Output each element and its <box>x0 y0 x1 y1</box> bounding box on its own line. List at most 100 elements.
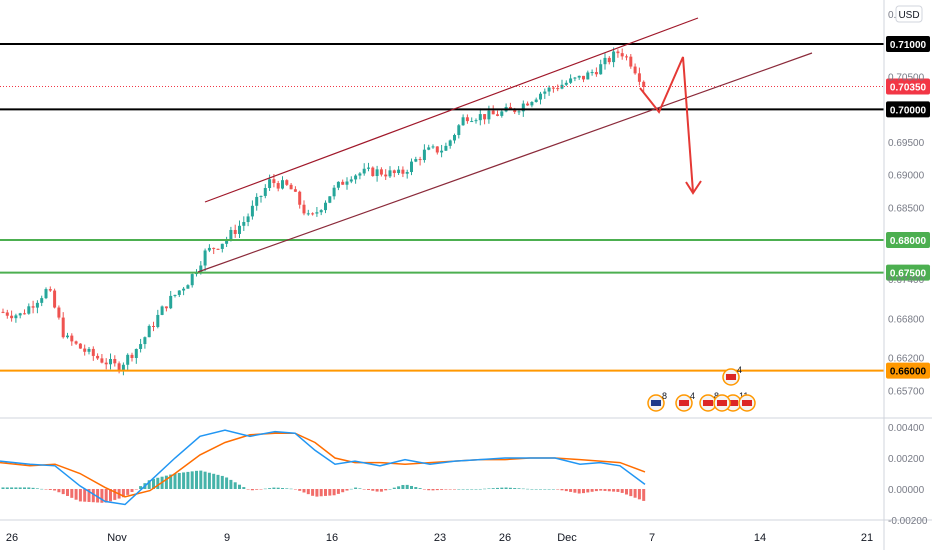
candle-body <box>139 344 143 349</box>
candle-body <box>371 167 375 177</box>
candle-102 <box>440 144 444 158</box>
candle-36 <box>156 309 160 329</box>
candle-body <box>203 250 207 266</box>
macd-histogram-bar <box>564 489 568 492</box>
candle-body <box>242 222 246 226</box>
price-tag-label-level-0.66000: 0.66000 <box>890 367 927 378</box>
candle-body <box>629 56 633 67</box>
macd-histogram-bar <box>66 489 69 496</box>
macd-histogram-bar <box>319 489 323 497</box>
candle-body <box>182 288 186 291</box>
candle-68 <box>293 186 297 192</box>
candle-54 <box>233 224 237 238</box>
candle-81 <box>349 176 353 184</box>
macd-histogram-bar <box>238 484 241 489</box>
candle-72 <box>311 212 315 216</box>
price-tag-label-level-0.68000: 0.68000 <box>890 236 927 247</box>
macd-histogram-bar <box>422 489 426 490</box>
price-tag-level-0.68000 <box>886 232 930 248</box>
event-badge-2[interactable]: 4 <box>675 391 695 412</box>
candle-107 <box>461 114 465 126</box>
macd-histogram-bar <box>401 485 405 489</box>
price-tag-level-0.66000 <box>886 362 930 379</box>
macd-histogram-bar <box>573 489 577 493</box>
candle-body <box>255 196 259 206</box>
candle-67 <box>289 182 293 190</box>
candle-body <box>53 290 57 308</box>
candle-69 <box>298 190 302 209</box>
candle-body <box>74 341 78 344</box>
macd-histogram-bar <box>332 489 336 496</box>
macd-histogram-bar <box>379 489 383 492</box>
candle-body <box>48 289 52 291</box>
candle-body <box>23 313 26 315</box>
macd-tick-label: 0.00400 <box>888 423 925 434</box>
candle-124 <box>534 97 538 103</box>
macd-histogram-bar <box>508 487 512 489</box>
candle-23 <box>100 354 104 364</box>
candle-body <box>14 315 18 319</box>
candle-111 <box>478 108 482 126</box>
macd-histogram-bar <box>203 471 207 489</box>
currency-button[interactable]: USD <box>895 5 923 23</box>
macd-histogram-bar <box>560 489 564 491</box>
candle-132 <box>569 74 573 84</box>
event-badge-extra-0[interactable] <box>738 394 756 412</box>
macd-histogram-bar <box>177 472 181 489</box>
candle-39 <box>169 290 173 310</box>
candle-body <box>569 78 573 83</box>
candle-body <box>474 120 478 122</box>
candle-91 <box>392 169 396 178</box>
candle-96 <box>414 156 418 163</box>
price-tick-label: 0.67400 <box>888 275 925 286</box>
flag-icon-fill <box>651 400 661 406</box>
macd-histogram-bar <box>147 480 151 489</box>
candle-body <box>324 202 327 211</box>
macd-histogram-bar <box>427 489 431 491</box>
candle-32 <box>139 338 143 353</box>
event-badges[interactable]: 484811 <box>647 365 756 412</box>
macd-histogram-bar <box>40 488 44 490</box>
candle-128 <box>551 86 555 93</box>
price-tag-current-price <box>886 78 930 95</box>
candle-120 <box>517 109 521 115</box>
candle-body <box>500 111 504 116</box>
candle-body <box>358 173 362 176</box>
candle-97 <box>418 156 422 166</box>
candle-body <box>199 265 203 272</box>
candle-body <box>18 313 22 316</box>
candle-body <box>104 362 108 365</box>
candle-5 <box>23 309 26 315</box>
macd-histogram-bar <box>569 489 573 492</box>
macd-histogram-bar <box>461 489 465 490</box>
currency-label[interactable]: USD <box>898 10 919 21</box>
macd-histogram-bar <box>70 489 74 498</box>
macd-histogram-bar <box>74 489 78 500</box>
macd-histogram-bar <box>504 487 508 489</box>
macd-histogram-bar <box>491 488 495 489</box>
macd-histogram-bar <box>83 489 87 502</box>
candle-99 <box>427 144 431 151</box>
candle-74 <box>319 209 323 216</box>
candle-52 <box>225 236 229 247</box>
macd-histogram-bar <box>328 489 332 496</box>
candle-body <box>543 91 547 94</box>
candle-15 <box>66 332 69 339</box>
candle-110 <box>474 118 478 124</box>
time-tick-label: 9 <box>224 532 230 544</box>
macd-histogram-bar <box>336 489 340 494</box>
event-badge-extra-1[interactable] <box>713 394 731 412</box>
macd-histogram-bar <box>87 489 91 502</box>
macd-histogram-bar <box>298 489 302 491</box>
candle-body <box>109 359 112 365</box>
event-badge-0[interactable]: 4 <box>722 365 742 386</box>
macd-histogram-bar <box>207 472 211 489</box>
candle-147 <box>633 63 637 75</box>
candle-143 <box>616 49 620 58</box>
macd-histogram-bar <box>362 489 366 490</box>
macd-histogram-bar <box>259 489 263 490</box>
event-badge-1[interactable]: 8 <box>647 391 667 412</box>
macd-histogram-bar <box>61 489 65 495</box>
candle-78 <box>336 181 340 191</box>
